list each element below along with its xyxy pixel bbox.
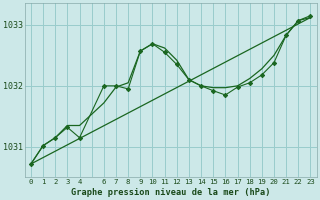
X-axis label: Graphe pression niveau de la mer (hPa): Graphe pression niveau de la mer (hPa) [71, 188, 270, 197]
